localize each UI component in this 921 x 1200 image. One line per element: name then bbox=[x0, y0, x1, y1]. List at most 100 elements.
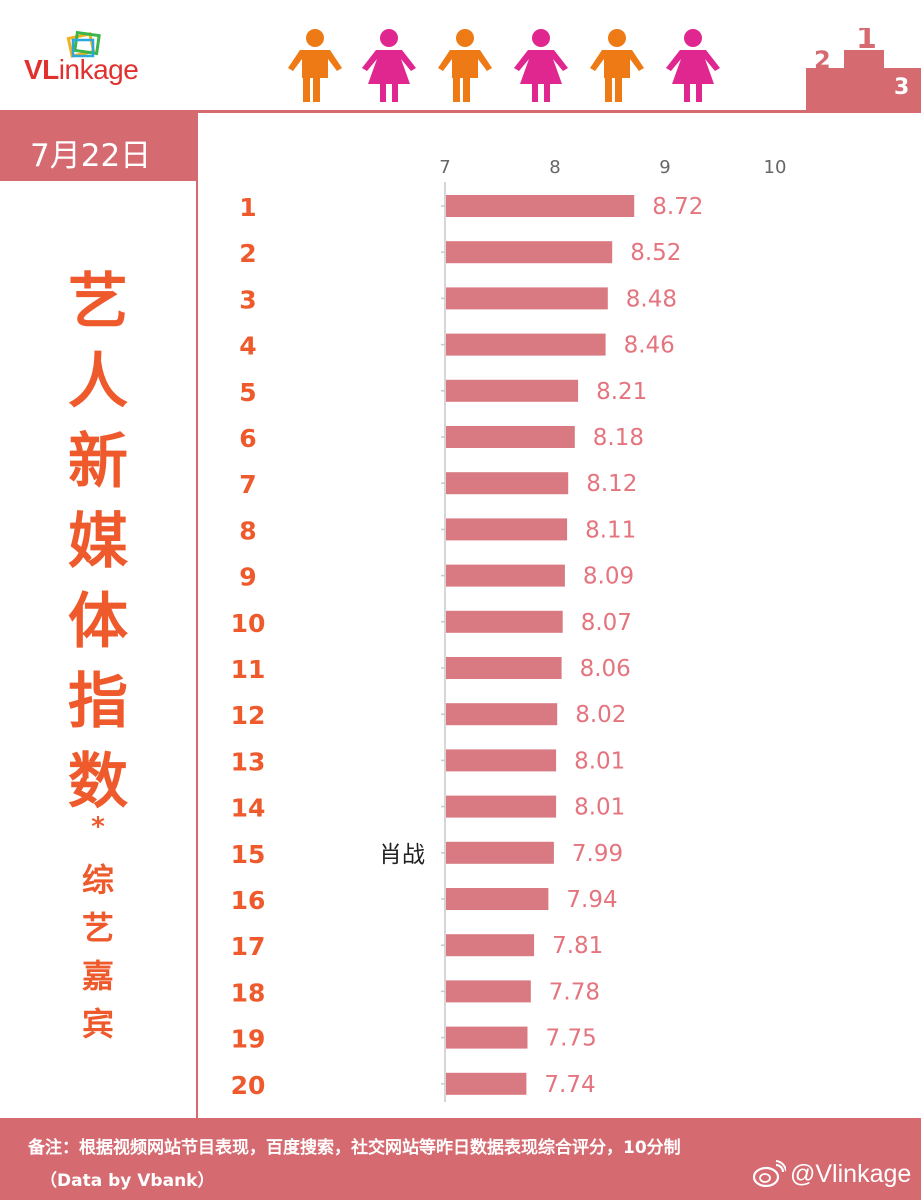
bar bbox=[446, 841, 554, 864]
svg-text:2: 2 bbox=[814, 46, 831, 74]
value-label: 8.02 bbox=[575, 702, 626, 728]
vertical-title: 艺 人 新 媒 体 指 数 bbox=[0, 262, 196, 822]
title-char: 数 bbox=[68, 747, 128, 817]
value-label: 8.12 bbox=[586, 471, 637, 497]
bar bbox=[446, 795, 557, 818]
x-tick-label: 7 bbox=[439, 157, 450, 178]
value-label: 8.48 bbox=[626, 286, 677, 312]
svg-text:3: 3 bbox=[894, 75, 909, 100]
bar bbox=[446, 287, 608, 310]
rank-label: 5 bbox=[239, 378, 256, 407]
rank-label: 13 bbox=[231, 747, 266, 776]
rank-label: 14 bbox=[231, 794, 266, 823]
bar bbox=[446, 241, 613, 264]
logo-text-bold: VL bbox=[24, 54, 59, 85]
logo-mark-icon bbox=[66, 30, 101, 58]
subtitle-char: 宾 bbox=[81, 1005, 114, 1043]
header-divider bbox=[0, 110, 921, 113]
value-label: 8.52 bbox=[630, 240, 681, 266]
subtitle-char: 综 bbox=[81, 861, 114, 899]
rank-label: 1 bbox=[239, 193, 256, 222]
rank-label: 9 bbox=[239, 563, 256, 592]
value-label: 7.78 bbox=[549, 979, 600, 1005]
logo-text-rest: inkage bbox=[58, 54, 139, 85]
rank-label: 7 bbox=[239, 470, 256, 499]
bar bbox=[446, 980, 531, 1003]
value-label: 7.74 bbox=[544, 1072, 595, 1098]
bar bbox=[446, 1072, 527, 1095]
value-label: 8.09 bbox=[583, 564, 634, 590]
bar bbox=[446, 518, 568, 541]
value-label: 8.07 bbox=[581, 610, 632, 636]
female-person-icon bbox=[362, 29, 416, 102]
people-row bbox=[280, 28, 730, 108]
title-char: 人 bbox=[68, 347, 128, 417]
title-char: 媒 bbox=[68, 507, 128, 577]
bar bbox=[446, 333, 606, 356]
female-person-icon bbox=[514, 29, 568, 102]
bar bbox=[446, 426, 575, 448]
logo-text: VLinkage bbox=[24, 54, 139, 86]
bar-chart: 7 8 9 10 1 8.72 2 8.52 3 8.48 4 8.46 5 8.21 6 8.18 7 8.12… bbox=[231, 157, 787, 1102]
podium-icon: 2 1 3 bbox=[806, 28, 921, 112]
svg-text:1: 1 bbox=[856, 28, 877, 56]
value-label: 8.18 bbox=[593, 425, 644, 451]
value-label: 7.99 bbox=[572, 841, 623, 867]
bar bbox=[446, 888, 549, 910]
bar bbox=[446, 564, 565, 587]
bar bbox=[446, 749, 557, 772]
rank-label: 19 bbox=[231, 1025, 266, 1054]
value-label: 8.01 bbox=[574, 748, 625, 774]
rank-label: 8 bbox=[239, 516, 256, 545]
title-star: * bbox=[91, 812, 105, 842]
rank-label: 2 bbox=[239, 239, 256, 268]
rank-label: 15 bbox=[231, 840, 266, 869]
subtitle-char: 嘉 bbox=[81, 957, 114, 995]
x-tick-label: 8 bbox=[549, 157, 560, 178]
value-label: 8.72 bbox=[652, 194, 703, 220]
value-label: 7.81 bbox=[552, 933, 603, 959]
rank-label: 10 bbox=[231, 609, 266, 638]
bar bbox=[446, 195, 635, 217]
vertical-subtitle: 综 艺 嘉 宾 bbox=[0, 856, 196, 1048]
value-label: 7.75 bbox=[546, 1026, 597, 1052]
value-label: 8.11 bbox=[585, 517, 636, 543]
bar bbox=[446, 610, 563, 633]
bar bbox=[446, 934, 535, 957]
vlinkage-logo: VLinkage bbox=[24, 30, 194, 100]
title-char: 指 bbox=[68, 667, 128, 737]
date-box bbox=[0, 113, 196, 181]
weibo-handle: @Vlinkage bbox=[790, 1160, 912, 1188]
weibo-icon bbox=[752, 1160, 786, 1188]
date-label: 7月22日 bbox=[30, 138, 152, 174]
rank-label: 3 bbox=[239, 285, 256, 314]
rank-label: 18 bbox=[231, 978, 266, 1007]
highlight-name-label: 肖战 bbox=[379, 842, 425, 868]
rank-label: 12 bbox=[231, 701, 266, 730]
bar bbox=[446, 379, 579, 402]
footer-source: （Data by Vbank） bbox=[40, 1171, 215, 1191]
title-char: 新 bbox=[68, 427, 128, 497]
value-label: 7.94 bbox=[566, 887, 617, 913]
value-label: 8.21 bbox=[596, 379, 647, 405]
rank-label: 20 bbox=[231, 1071, 266, 1100]
footer-note: 备注：根据视频网站节目表现，百度搜索，社交网站等昨日数据表现综合评分，10分制 bbox=[28, 1138, 681, 1158]
bar bbox=[446, 1026, 528, 1049]
x-tick-label: 10 bbox=[764, 157, 787, 178]
female-person-icon bbox=[666, 29, 720, 102]
rank-label: 4 bbox=[239, 332, 256, 361]
bar bbox=[446, 657, 562, 679]
male-person-icon bbox=[288, 29, 342, 102]
value-label: 8.46 bbox=[624, 333, 675, 359]
rank-label: 6 bbox=[239, 424, 256, 453]
male-person-icon bbox=[590, 29, 644, 102]
x-tick-label: 9 bbox=[659, 157, 670, 178]
value-label: 8.06 bbox=[580, 656, 631, 682]
bar bbox=[446, 703, 558, 726]
subtitle-char: 艺 bbox=[81, 909, 114, 947]
header: VLinkage 2 1 bbox=[0, 0, 921, 112]
bar bbox=[446, 472, 569, 495]
rank-label: 11 bbox=[231, 655, 266, 684]
rank-label: 17 bbox=[231, 932, 266, 961]
rank-label: 16 bbox=[231, 886, 266, 915]
